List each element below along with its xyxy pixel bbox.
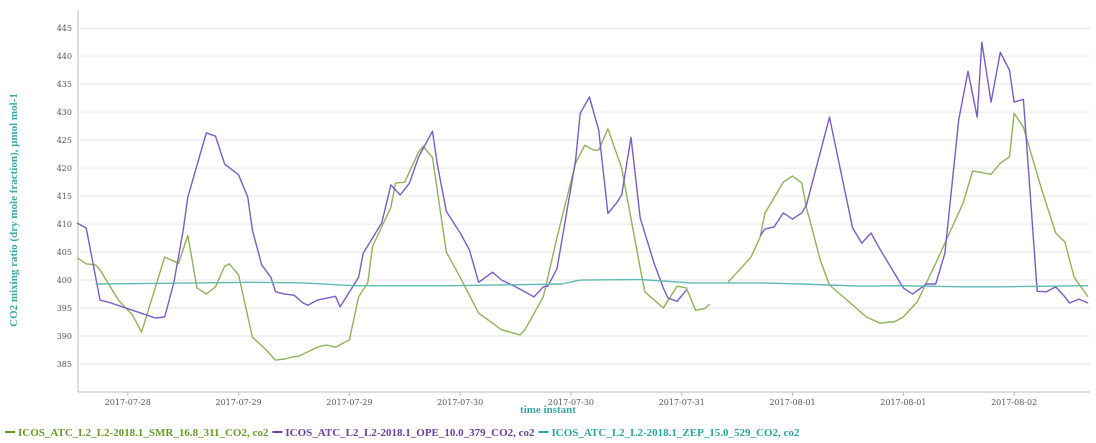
y-axis-ticks: 385 390 395 400 405 410 415 420 425 430 435 440 445 xyxy=(57,24,72,369)
y-tick-label: 385 xyxy=(57,360,72,369)
y-tick-label: 425 xyxy=(57,136,72,145)
x-tick-label: 2017-08-02 xyxy=(991,398,1037,407)
x-axis-title: time instant xyxy=(520,404,576,416)
y-tick-label: 445 xyxy=(57,24,72,33)
y-tick-label: 430 xyxy=(57,108,72,117)
series-lines xyxy=(76,41,1089,361)
series-line-2 xyxy=(95,278,1089,288)
y-axis-title: CO2 mixing ratio (dry mole fraction), µm… xyxy=(8,93,20,327)
legend-label: ICOS_ATC_L2_L2-2018.1_ZEP_15.0_529_CO2, … xyxy=(552,427,800,439)
gridlines xyxy=(79,27,1090,365)
y-tick-label: 405 xyxy=(57,248,72,257)
x-tick-label: 2017-07-30 xyxy=(548,398,594,407)
y-tick-label: 400 xyxy=(57,276,72,285)
legend-label: ICOS_ATC_L2_L2-2018.1_OPE_10.0_379_CO2, … xyxy=(285,427,535,439)
series-line-1 xyxy=(76,41,1089,319)
x-tick-label: 2017-07-31 xyxy=(659,398,705,407)
x-tick-label: 2017-07-30 xyxy=(437,398,483,407)
y-tick-label: 435 xyxy=(57,80,72,89)
y-tick-label: 410 xyxy=(57,220,72,229)
legend: ICOS_ATC_L2_L2-2018.1_SMR_16.8_311_CO2, … xyxy=(5,427,800,439)
legend-item[interactable]: ICOS_ATC_L2_L2-2018.1_SMR_16.8_311_CO2, … xyxy=(5,427,269,439)
x-tick-label: 2017-08-01 xyxy=(880,398,926,407)
y-tick-label: 440 xyxy=(57,52,72,61)
legend-label: ICOS_ATC_L2_L2-2018.1_SMR_16.8_311_CO2, … xyxy=(18,427,269,439)
y-tick-label: 390 xyxy=(57,332,72,341)
legend-item[interactable]: ICOS_ATC_L2_L2-2018.1_OPE_10.0_379_CO2, … xyxy=(272,427,535,439)
y-tick-label: 420 xyxy=(57,164,72,173)
y-tick-label: 415 xyxy=(57,192,72,201)
x-axis-ticks: 2017-07-28 2017-07-29 2017-07-29 2017-07-30… xyxy=(105,392,1037,407)
series-line-0 xyxy=(76,112,1089,361)
x-tick-label: 2017-08-01 xyxy=(769,398,815,407)
x-tick-label: 2017-07-28 xyxy=(105,398,151,407)
x-tick-label: 2017-07-29 xyxy=(326,398,372,407)
x-tick-label: 2017-07-29 xyxy=(216,398,262,407)
legend-item[interactable]: ICOS_ATC_L2_L2-2018.1_ZEP_15.0_529_CO2, … xyxy=(538,427,800,439)
y-tick-label: 395 xyxy=(57,304,72,313)
